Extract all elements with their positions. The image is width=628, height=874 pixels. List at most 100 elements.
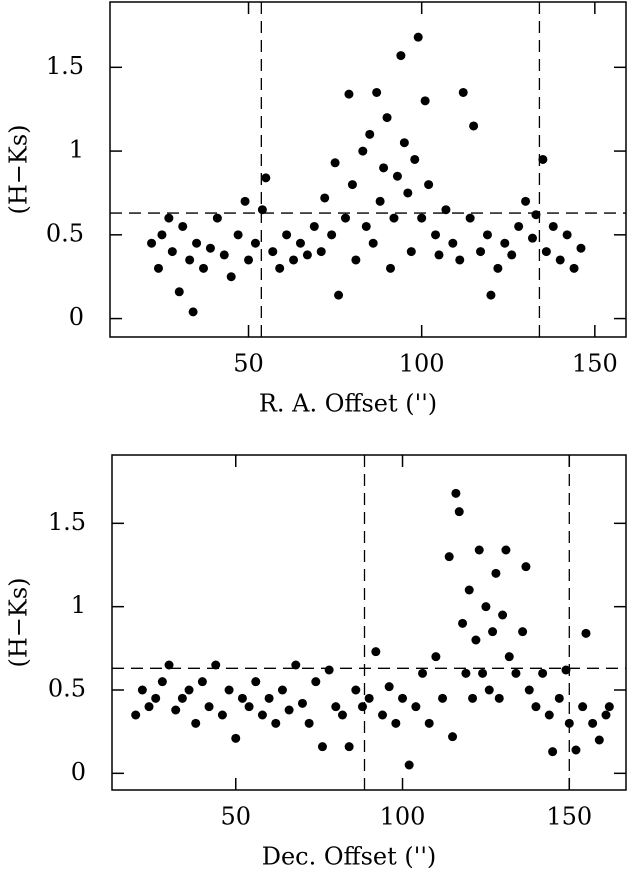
- point: [444, 552, 454, 562]
- point: [264, 693, 274, 703]
- point: [177, 693, 187, 703]
- point: [364, 693, 374, 703]
- point: [482, 230, 492, 240]
- y-tick-label: 0: [71, 758, 86, 786]
- point: [561, 665, 571, 675]
- point: [327, 230, 337, 240]
- point: [476, 247, 486, 257]
- point: [271, 718, 281, 728]
- point: [157, 230, 167, 240]
- point: [316, 247, 326, 257]
- point: [548, 221, 558, 231]
- x-tick-label: 100: [399, 350, 445, 378]
- point: [211, 660, 221, 670]
- point: [157, 677, 167, 687]
- point: [399, 138, 409, 148]
- point: [302, 250, 312, 260]
- point: [233, 230, 243, 240]
- point: [291, 660, 301, 670]
- y-tick-label: 1: [71, 591, 86, 619]
- x-tick-label: 150: [546, 803, 592, 831]
- point: [257, 205, 267, 215]
- point: [588, 718, 598, 728]
- point: [424, 718, 434, 728]
- y-tick-label: 1.5: [46, 52, 84, 80]
- point: [251, 677, 261, 687]
- point: [431, 230, 441, 240]
- point: [392, 171, 402, 181]
- y-tick-label: 0.5: [48, 675, 86, 703]
- point: [604, 702, 614, 712]
- point: [494, 693, 504, 703]
- point: [524, 685, 534, 695]
- point: [438, 693, 448, 703]
- point: [504, 652, 514, 662]
- point: [289, 255, 299, 265]
- point: [204, 702, 214, 712]
- point: [224, 685, 234, 695]
- point: [240, 196, 250, 206]
- point: [578, 702, 588, 712]
- point: [164, 660, 174, 670]
- point: [320, 193, 330, 203]
- point: [501, 545, 511, 555]
- point: [164, 213, 174, 223]
- point: [226, 272, 236, 282]
- point: [411, 702, 421, 712]
- point: [398, 693, 408, 703]
- point: [282, 230, 292, 240]
- plot-frame: [111, 454, 627, 791]
- point: [448, 238, 458, 248]
- point: [413, 32, 423, 42]
- point: [521, 196, 531, 206]
- point: [375, 196, 385, 206]
- point: [403, 188, 413, 198]
- point: [167, 247, 177, 257]
- point: [571, 745, 581, 755]
- point: [250, 238, 260, 248]
- point: [311, 677, 321, 687]
- point: [601, 710, 611, 720]
- point: [368, 238, 378, 248]
- point: [197, 677, 207, 687]
- point: [131, 710, 141, 720]
- y-axis-label: (H−Ks): [5, 577, 33, 667]
- point: [514, 221, 524, 231]
- point: [431, 652, 441, 662]
- point: [185, 255, 195, 265]
- point: [372, 87, 382, 97]
- point: [297, 698, 307, 708]
- point: [340, 213, 350, 223]
- point: [481, 602, 491, 612]
- point: [541, 247, 551, 257]
- point: [317, 742, 327, 752]
- point: [371, 647, 381, 657]
- point: [351, 255, 361, 265]
- point: [417, 213, 427, 223]
- point: [454, 507, 464, 517]
- x-tick-label: 50: [233, 350, 264, 378]
- point: [538, 668, 548, 678]
- x-tick-label: 100: [380, 803, 426, 831]
- point: [178, 221, 188, 231]
- y-tick-label: 0.5: [46, 219, 84, 247]
- point: [478, 668, 488, 678]
- point: [406, 247, 416, 257]
- point: [498, 610, 508, 620]
- point: [144, 702, 154, 712]
- point: [192, 238, 202, 248]
- point: [424, 180, 434, 190]
- point: [511, 668, 521, 678]
- point: [554, 693, 564, 703]
- point: [191, 718, 201, 728]
- point: [410, 154, 420, 164]
- y-tick-label: 1: [69, 136, 84, 164]
- point: [486, 290, 496, 300]
- point: [244, 702, 254, 712]
- point: [268, 247, 278, 257]
- point: [277, 685, 287, 695]
- point: [594, 735, 604, 745]
- point: [521, 562, 531, 572]
- point: [544, 710, 554, 720]
- point: [562, 230, 572, 240]
